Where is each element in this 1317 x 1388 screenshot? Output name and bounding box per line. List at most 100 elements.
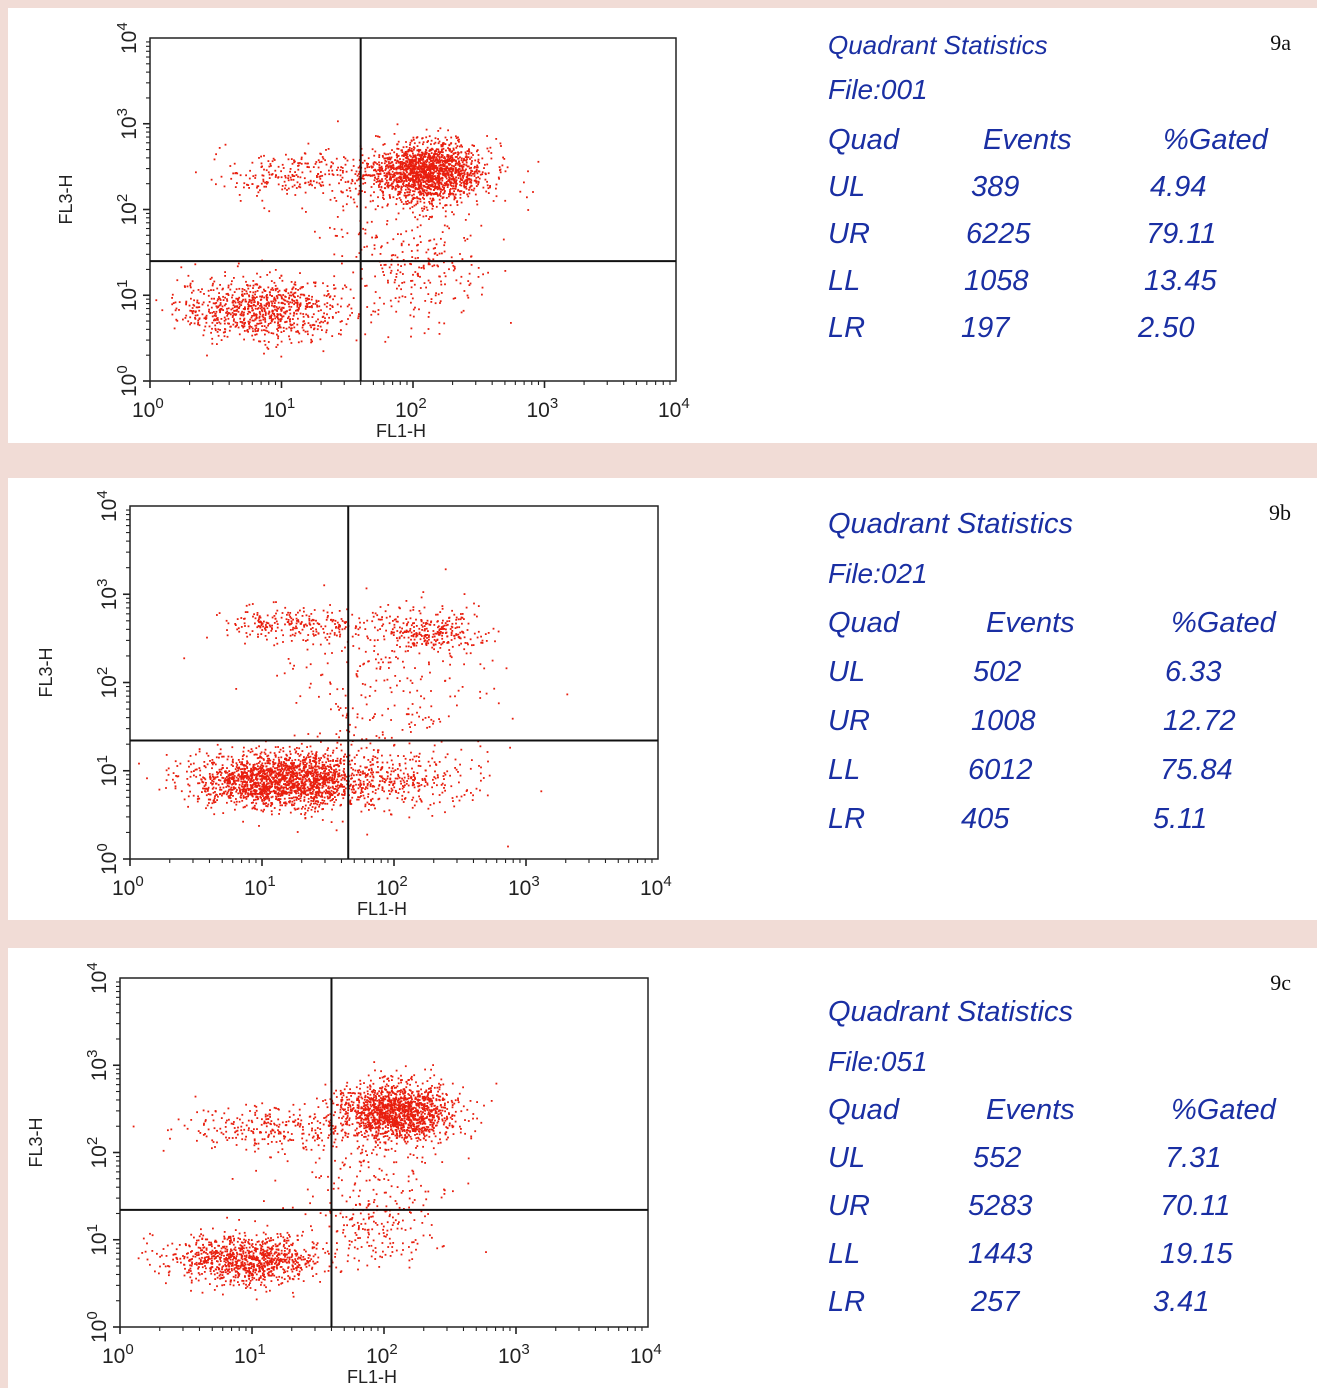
data-point bbox=[283, 311, 286, 314]
data-point bbox=[418, 154, 421, 157]
data-point bbox=[336, 303, 339, 306]
data-point bbox=[211, 327, 213, 330]
data-point bbox=[455, 167, 457, 169]
data-point bbox=[468, 284, 471, 286]
data-point bbox=[297, 165, 299, 167]
data-point bbox=[472, 173, 474, 175]
data-point bbox=[401, 173, 403, 176]
data-point bbox=[290, 294, 293, 297]
data-point bbox=[452, 178, 455, 181]
data-point bbox=[241, 790, 244, 793]
data-point bbox=[252, 806, 255, 809]
data-point bbox=[207, 798, 210, 801]
data-point bbox=[233, 313, 235, 316]
data-point bbox=[285, 310, 288, 313]
data-point bbox=[343, 768, 345, 770]
data-point bbox=[279, 318, 282, 320]
data-point bbox=[243, 182, 246, 185]
stats-title: Quadrant Statistics bbox=[828, 30, 1048, 60]
data-point bbox=[269, 163, 272, 165]
data-point bbox=[376, 236, 378, 239]
data-point bbox=[272, 300, 275, 303]
data-point bbox=[311, 753, 314, 755]
data-point bbox=[459, 253, 461, 255]
data-point bbox=[315, 751, 318, 753]
data-point bbox=[258, 775, 261, 778]
data-point bbox=[401, 295, 404, 298]
data-point bbox=[326, 285, 329, 287]
data-point bbox=[270, 781, 273, 784]
data-point bbox=[317, 318, 319, 321]
data-point bbox=[239, 789, 241, 791]
data-point bbox=[308, 306, 311, 308]
data-point bbox=[445, 177, 448, 180]
data-point bbox=[360, 790, 363, 793]
data-point bbox=[360, 795, 362, 797]
data-point bbox=[306, 746, 308, 748]
data-point bbox=[433, 153, 435, 156]
data-point bbox=[343, 792, 346, 795]
data-point bbox=[290, 291, 292, 294]
data-point bbox=[313, 779, 316, 781]
data-point bbox=[372, 310, 375, 313]
y-tick-label: 104 bbox=[114, 22, 141, 54]
data-point bbox=[198, 748, 201, 750]
data-point bbox=[197, 302, 200, 305]
data-point bbox=[427, 140, 429, 142]
data-point bbox=[227, 777, 229, 780]
data-point bbox=[240, 775, 243, 777]
data-point bbox=[243, 325, 246, 328]
data-point bbox=[392, 254, 394, 256]
data-point bbox=[262, 795, 264, 797]
data-point bbox=[288, 780, 291, 783]
data-point bbox=[465, 185, 467, 188]
data-point bbox=[456, 200, 459, 203]
data-point bbox=[325, 789, 327, 791]
data-point bbox=[444, 215, 447, 218]
data-point bbox=[316, 176, 318, 178]
data-point bbox=[469, 178, 472, 181]
data-point bbox=[274, 299, 277, 302]
data-point bbox=[338, 769, 341, 772]
data-point bbox=[194, 318, 197, 320]
data-point bbox=[229, 792, 232, 795]
data-point bbox=[383, 172, 386, 174]
data-point bbox=[191, 291, 193, 294]
data-point bbox=[289, 301, 291, 304]
data-point bbox=[282, 777, 285, 779]
data-point bbox=[430, 178, 433, 181]
data-point bbox=[249, 325, 251, 328]
data-point bbox=[400, 178, 402, 181]
data-point bbox=[263, 207, 266, 210]
data-point bbox=[417, 159, 420, 162]
data-point bbox=[402, 259, 405, 261]
data-point bbox=[284, 802, 287, 805]
data-point bbox=[267, 793, 270, 795]
panel-9b: 100 101 102 103 104 100 101 102 103 104 FL1-H FL3-H… bbox=[8, 478, 1317, 920]
data-point bbox=[247, 749, 250, 752]
data-point bbox=[378, 161, 380, 164]
y-tick-exponent: 0 bbox=[114, 365, 131, 373]
data-point bbox=[251, 774, 254, 777]
data-point bbox=[428, 156, 430, 158]
data-point bbox=[442, 165, 445, 167]
data-point bbox=[435, 243, 438, 246]
data-point bbox=[455, 137, 458, 139]
data-point bbox=[304, 761, 306, 764]
data-point bbox=[241, 755, 244, 758]
data-point bbox=[290, 281, 293, 283]
data-point bbox=[439, 188, 442, 191]
data-point bbox=[263, 329, 265, 331]
data-point bbox=[441, 161, 444, 164]
data-point bbox=[468, 177, 471, 180]
data-point bbox=[393, 133, 396, 135]
data-point bbox=[311, 775, 313, 777]
data-point bbox=[455, 184, 457, 186]
data-point bbox=[312, 180, 315, 183]
data-point bbox=[277, 307, 280, 310]
data-point bbox=[312, 773, 315, 775]
data-point bbox=[284, 299, 287, 302]
data-point bbox=[402, 183, 404, 185]
events-value: 1058 bbox=[964, 265, 1029, 297]
